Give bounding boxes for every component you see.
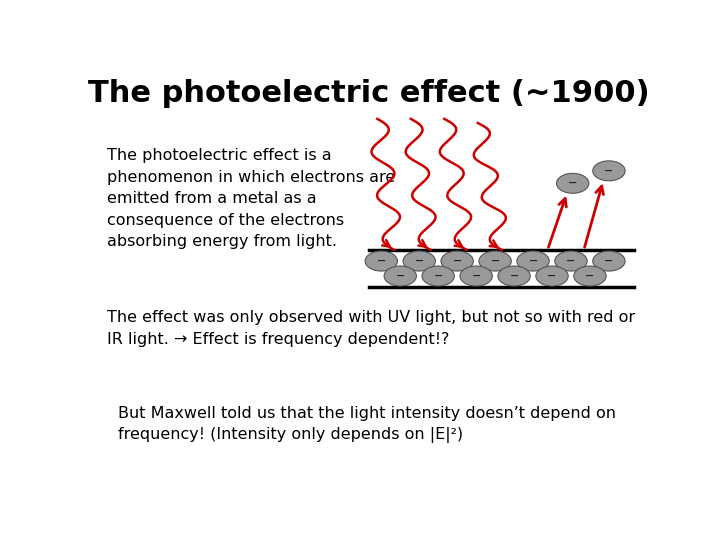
Text: The photoelectric effect (~1900): The photoelectric effect (~1900) xyxy=(88,79,650,109)
Text: −: − xyxy=(585,271,595,281)
Text: −: − xyxy=(604,256,613,266)
Ellipse shape xyxy=(555,251,588,271)
Ellipse shape xyxy=(460,266,492,286)
Text: −: − xyxy=(568,178,577,188)
Ellipse shape xyxy=(536,266,568,286)
Text: −: − xyxy=(472,271,481,281)
Text: The photoelectric effect is a
phenomenon in which electrons are
emitted from a m: The photoelectric effect is a phenomenon… xyxy=(107,148,395,249)
Text: −: − xyxy=(415,256,424,266)
Text: −: − xyxy=(567,256,576,266)
Ellipse shape xyxy=(441,251,473,271)
Text: −: − xyxy=(433,271,443,281)
Ellipse shape xyxy=(517,251,549,271)
Ellipse shape xyxy=(593,161,625,181)
Ellipse shape xyxy=(403,251,436,271)
Ellipse shape xyxy=(574,266,606,286)
Text: But Maxwell told us that the light intensity doesn’t depend on
frequency! (Inten: But Maxwell told us that the light inten… xyxy=(118,406,616,443)
Ellipse shape xyxy=(498,266,530,286)
Text: −: − xyxy=(604,166,613,176)
Text: −: − xyxy=(490,256,500,266)
Ellipse shape xyxy=(557,173,589,193)
Text: −: − xyxy=(395,271,405,281)
Text: −: − xyxy=(377,256,386,266)
Text: −: − xyxy=(509,271,519,281)
Ellipse shape xyxy=(365,251,397,271)
Ellipse shape xyxy=(479,251,511,271)
Text: The effect was only observed with UV light, but not so with red or
IR light. → E: The effect was only observed with UV lig… xyxy=(107,310,635,347)
Text: −: − xyxy=(452,256,462,266)
Text: −: − xyxy=(528,256,538,266)
Text: −: − xyxy=(547,271,557,281)
Ellipse shape xyxy=(593,251,625,271)
Ellipse shape xyxy=(422,266,454,286)
Ellipse shape xyxy=(384,266,416,286)
